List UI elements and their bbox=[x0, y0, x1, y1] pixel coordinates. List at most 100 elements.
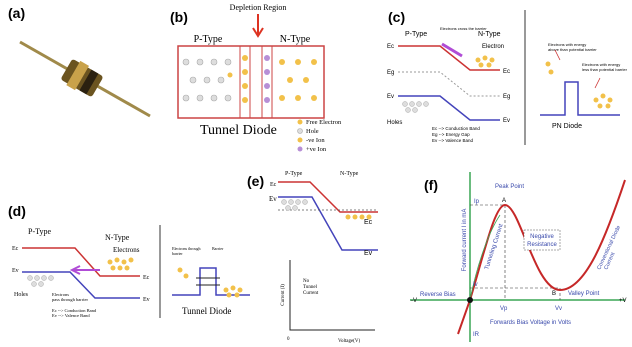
legend: Free Electron Hole -ve Ion +ve Ion bbox=[297, 119, 342, 153]
band bbox=[278, 181, 378, 213]
caption: Electrons bbox=[113, 246, 140, 254]
caption: Ec --> Conduction Band bbox=[432, 126, 480, 131]
caption: N-Type bbox=[478, 31, 501, 38]
caption: Ev bbox=[269, 195, 277, 203]
caption: Electron bbox=[482, 44, 504, 50]
caption: Ev --> Valence Band bbox=[52, 313, 90, 318]
diode-box bbox=[177, 45, 325, 119]
band bbox=[22, 247, 140, 277]
box bbox=[523, 229, 561, 251]
caption: Reverse Bias bbox=[420, 292, 456, 298]
caption: Electrons with energy bbox=[582, 62, 620, 67]
tunnel-curve bbox=[469, 214, 501, 301]
caption: 0 bbox=[287, 337, 290, 342]
caption: Depletion Region bbox=[230, 3, 287, 12]
legend-text: +ve Ion bbox=[306, 146, 327, 153]
holes bbox=[27, 275, 54, 287]
panel-e: (e) P-Type N-Type Ec Ev Ec Ev Current (I… bbox=[247, 171, 378, 344]
barrier bbox=[172, 267, 250, 296]
band bbox=[398, 71, 500, 97]
caption: Eg bbox=[387, 70, 394, 76]
caption: Ev bbox=[143, 297, 150, 303]
caption: above than potential barrier bbox=[548, 47, 597, 52]
caption: A bbox=[502, 198, 506, 204]
caption: Tunnel Diode bbox=[200, 123, 277, 138]
panel-a: (a) bbox=[8, 5, 151, 118]
caption: Ec bbox=[387, 44, 394, 50]
axes bbox=[289, 260, 375, 331]
caption: Tunnel bbox=[303, 285, 318, 290]
electrons bbox=[345, 214, 372, 220]
axes bbox=[410, 172, 625, 342]
key: Ec --> Conduction Band Eg --> Energy Gap… bbox=[432, 126, 480, 143]
holes bbox=[281, 199, 308, 211]
electrons bbox=[227, 59, 317, 101]
axis-title: Forward current I in mA bbox=[462, 209, 468, 272]
electrons bbox=[545, 61, 613, 109]
panel-c: (c) P-Type N-Type Electrons cross the ba… bbox=[387, 9, 628, 145]
caption: Ec bbox=[503, 69, 510, 75]
caption: Ec bbox=[12, 246, 19, 252]
panel-label: (b) bbox=[170, 9, 188, 25]
band bbox=[398, 45, 500, 71]
caption: N-Type bbox=[280, 34, 311, 45]
arrow bbox=[69, 265, 100, 275]
panel-label: (f) bbox=[424, 177, 438, 193]
caption: Ev --> Valence Band bbox=[432, 138, 474, 143]
caption: Holes bbox=[387, 120, 402, 126]
axis-title: Forwards Bias Voltage in Volts bbox=[490, 320, 571, 326]
caption: Barrier bbox=[212, 246, 224, 251]
caption: PN Diode bbox=[552, 123, 582, 130]
caption: Electrons cross the barrier bbox=[440, 26, 487, 31]
panel-label: (c) bbox=[388, 9, 405, 25]
caption: Ev bbox=[12, 268, 19, 274]
depletion-lines bbox=[239, 46, 273, 118]
caption: Eg --> Energy Gap bbox=[432, 132, 470, 137]
caption: B bbox=[552, 291, 556, 297]
caption: Valley Point bbox=[568, 291, 600, 297]
caption: P-Type bbox=[194, 34, 223, 45]
electrons bbox=[177, 267, 243, 298]
axis-title: Voltage(V) bbox=[338, 339, 360, 344]
caption: Electrons with energy bbox=[548, 42, 586, 47]
caption: Peak Point bbox=[495, 184, 524, 190]
barrier bbox=[540, 81, 620, 116]
panel-label: (e) bbox=[247, 173, 264, 189]
arrow bbox=[441, 42, 463, 58]
holes bbox=[182, 58, 232, 102]
caption: IR bbox=[473, 332, 480, 338]
caption: Tunneling Current bbox=[484, 223, 505, 271]
caption: P-Type bbox=[285, 171, 303, 177]
holes bbox=[402, 101, 429, 113]
caption: less than potential barrier bbox=[582, 67, 628, 72]
panel-label: (d) bbox=[8, 203, 26, 219]
caption: P-Type bbox=[405, 31, 427, 38]
band bbox=[22, 271, 140, 299]
caption: Iv bbox=[473, 282, 478, 288]
caption: Ev bbox=[503, 118, 510, 124]
panel-f: (f) Forward current I in mA Ip Peak Poin… bbox=[410, 172, 627, 342]
caption: Vp bbox=[500, 306, 508, 312]
caption: Ev bbox=[364, 250, 373, 257]
caption: Ec bbox=[270, 182, 277, 188]
caption: No bbox=[303, 279, 310, 284]
pointer bbox=[554, 49, 601, 89]
caption: +V bbox=[619, 298, 627, 304]
caption: Negative bbox=[530, 234, 554, 240]
caption: P-Type bbox=[28, 227, 51, 236]
electrons bbox=[107, 257, 134, 271]
ions bbox=[242, 55, 270, 103]
caption: Ec bbox=[364, 219, 373, 226]
caption: Holes bbox=[14, 292, 29, 298]
caption: pass through barrier bbox=[52, 297, 88, 302]
caption: Ec bbox=[143, 275, 150, 281]
panel-d: (d) P-Type N-Type Ec Ev Electrons Ec Ev … bbox=[8, 203, 250, 318]
caption: Current bbox=[303, 291, 319, 296]
caption: N-Type bbox=[105, 233, 130, 242]
caption: Ev bbox=[387, 94, 394, 100]
band bbox=[398, 95, 500, 121]
notes: Electrons with energy above than potenti… bbox=[548, 42, 628, 72]
caption: barrier bbox=[172, 251, 183, 256]
arrow bbox=[252, 14, 264, 38]
